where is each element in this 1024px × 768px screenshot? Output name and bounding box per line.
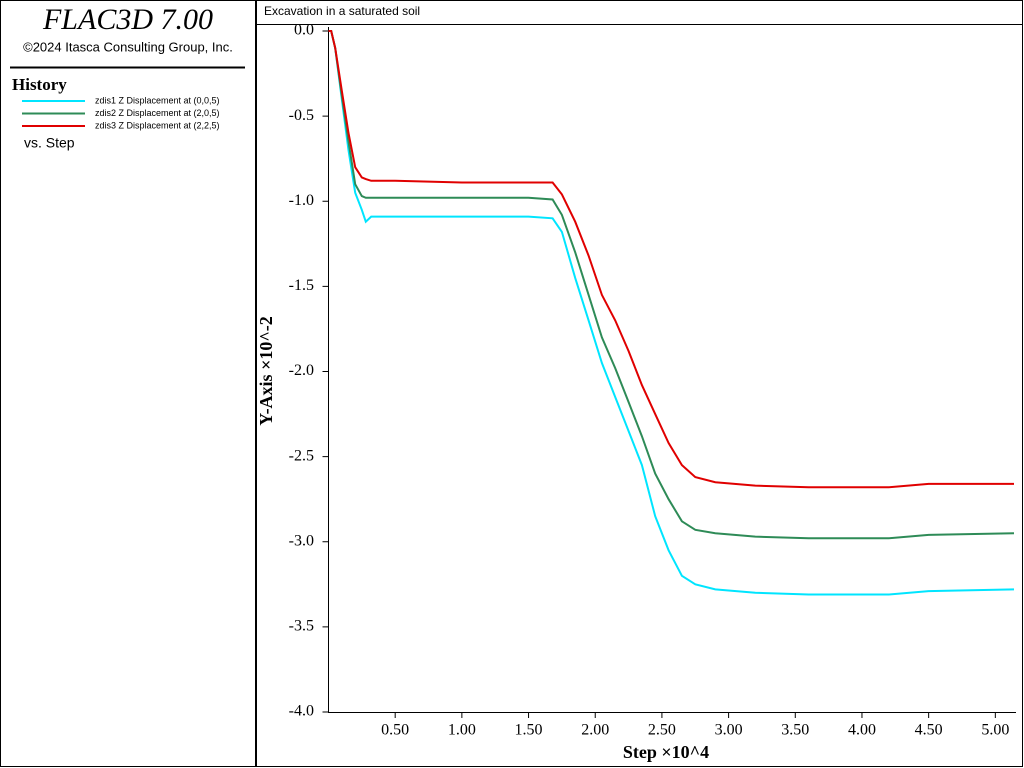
y-tick-label: -3.0	[289, 532, 314, 549]
y-tick-label: -2.0	[289, 362, 314, 379]
legend-label: zdis3 Z Displacement at (2,2,5)	[95, 120, 220, 130]
x-tick-label: 4.00	[848, 722, 876, 739]
x-tick-label: 5.00	[981, 722, 1009, 739]
legend-x-label: vs. Step	[24, 135, 75, 151]
y-tick-label: -2.5	[289, 447, 314, 464]
x-tick-label: 2.00	[581, 722, 609, 739]
x-tick-label: 2.50	[648, 722, 676, 739]
app-title: FLAC3D 7.00	[42, 3, 213, 36]
y-tick-label: -1.0	[289, 192, 314, 209]
plot-panel	[256, 0, 1023, 767]
legend-label: zdis1 Z Displacement at (0,0,5)	[95, 95, 220, 105]
x-tick-label: 3.50	[781, 722, 809, 739]
x-tick-label: 3.00	[715, 722, 743, 739]
y-tick-label: -0.5	[289, 107, 314, 124]
x-tick-label: 0.50	[381, 722, 409, 739]
side-panel	[0, 0, 256, 767]
y-tick-label: -4.0	[289, 703, 314, 720]
series-line	[328, 30, 1014, 489]
copyright: ©2024 Itasca Consulting Group, Inc.	[23, 39, 233, 54]
y-tick-label: -1.5	[289, 277, 314, 294]
legend-heading: History	[12, 75, 67, 94]
series-line	[328, 30, 1015, 540]
chart-title: Excavation in a saturated soil	[264, 4, 420, 18]
y-tick-label: 0.0	[294, 22, 314, 39]
x-tick-label: 1.50	[515, 722, 543, 739]
y-tick-label: -3.5	[289, 618, 314, 635]
x-axis-label: Step ×10^4	[623, 742, 709, 762]
y-axis-label: Y-Axis ×10^-2	[256, 316, 276, 426]
x-tick-label: 4.50	[915, 722, 943, 739]
x-tick-label: 1.00	[448, 722, 476, 739]
series-line	[328, 30, 1015, 596]
legend-label: zdis2 Z Displacement at (2,0,5)	[95, 108, 220, 118]
